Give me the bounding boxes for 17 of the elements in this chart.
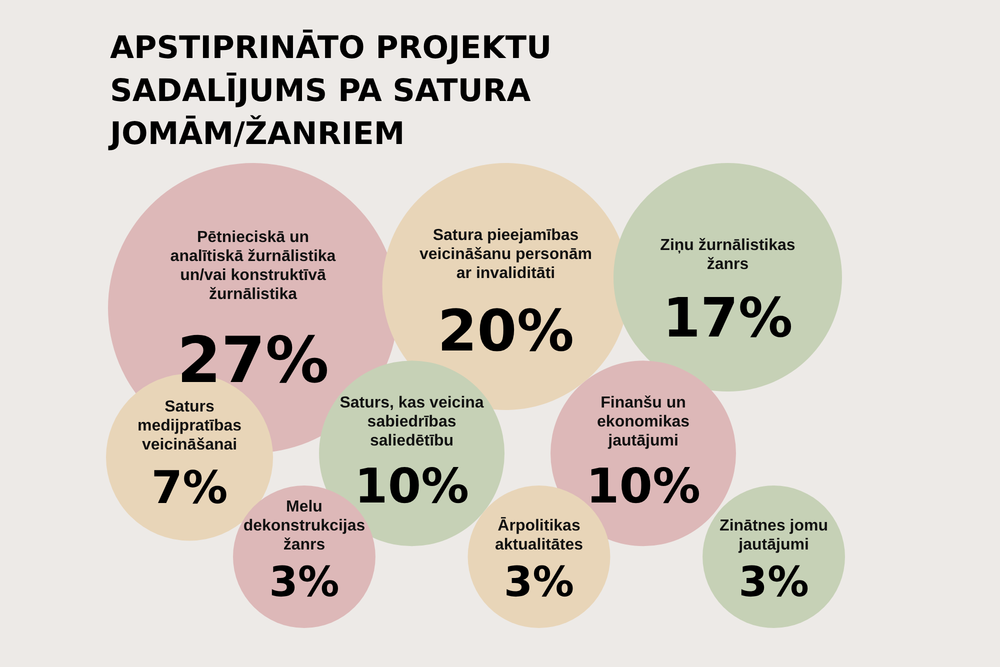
text: APSTIPRINĀTO PROJEKTU SADALĪJUMS PA SATURA JOMĀM/ŽANRIEM — [108, 29, 552, 152]
category-label: Zinātnes jomu jautājumi — [720, 517, 828, 554]
data-label: 27% — [177, 323, 329, 398]
data-label: 7% — [151, 460, 228, 514]
category-label: Saturs medijpratības veicināšanai — [138, 398, 242, 454]
data-label: 3% — [504, 558, 574, 606]
category-label: Saturs, kas veicina sabiedrības saliedētību — [340, 394, 484, 450]
category-label: Pētnieciskā un analītiskā žurnālistika un/vai konstruktīvā žurnālistika — [170, 229, 336, 304]
data-label: 17% — [662, 286, 793, 350]
data-label: 3% — [269, 558, 340, 606]
data-label: 20% — [437, 298, 574, 364]
category-label: Ziņu žurnālistikas žanrs — [660, 236, 796, 273]
category-label: Satura pieejamības veicināšanu personām ar invaliditāti — [419, 227, 592, 282]
category-label: Finanšu un ekonomikas jautājumi — [597, 394, 690, 450]
category-label: Ārpolitikas aktualitātes — [494, 516, 584, 554]
data-label: 10% — [586, 460, 700, 515]
data-label: 3% — [738, 558, 809, 606]
